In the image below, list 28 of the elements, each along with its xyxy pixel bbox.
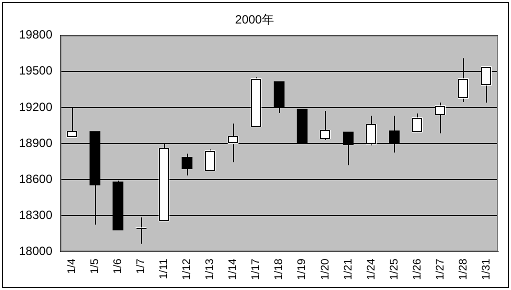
y-tick-label: 19200: [18, 100, 53, 114]
x-tick-label: 1/21: [342, 258, 354, 280]
x-tick-label: 1/7: [135, 258, 148, 274]
y-tick-label: 19500: [18, 64, 53, 78]
x-tick-label: 1/14: [227, 258, 240, 280]
x-tick-label: 1/12: [181, 258, 194, 280]
x-tick-label: 1/4: [66, 258, 78, 274]
y-tick-label: 18600: [18, 172, 53, 186]
x-tick-label: 1/6: [112, 258, 124, 274]
x-tick-label: 1/13: [204, 258, 216, 280]
x-tick-label: 1/31: [480, 258, 493, 280]
y-tick-label: 19800: [18, 28, 53, 42]
candlestick: [204, 149, 216, 172]
x-tick-label: 1/26: [411, 258, 424, 280]
x-tick-label: 1/19: [296, 258, 308, 280]
x-tick-label: 1/11: [158, 258, 170, 280]
x-tick-label: 1/5: [88, 258, 101, 274]
x-tick-label: 1/28: [457, 258, 470, 280]
y-tick-label: 18300: [18, 208, 53, 222]
y-tick-label: 18900: [18, 136, 53, 150]
x-tick-label: 1/25: [388, 258, 400, 280]
x-tick-label: 1/27: [434, 258, 446, 280]
y-tick-label: 18000: [18, 244, 53, 258]
x-tick-label: 1/20: [319, 258, 332, 280]
chart-title: 2000年: [235, 12, 274, 27]
x-tick-label: 1/18: [273, 258, 286, 280]
x-tick-label: 1/17: [250, 258, 262, 280]
x-tick-label: 1/24: [365, 258, 378, 280]
